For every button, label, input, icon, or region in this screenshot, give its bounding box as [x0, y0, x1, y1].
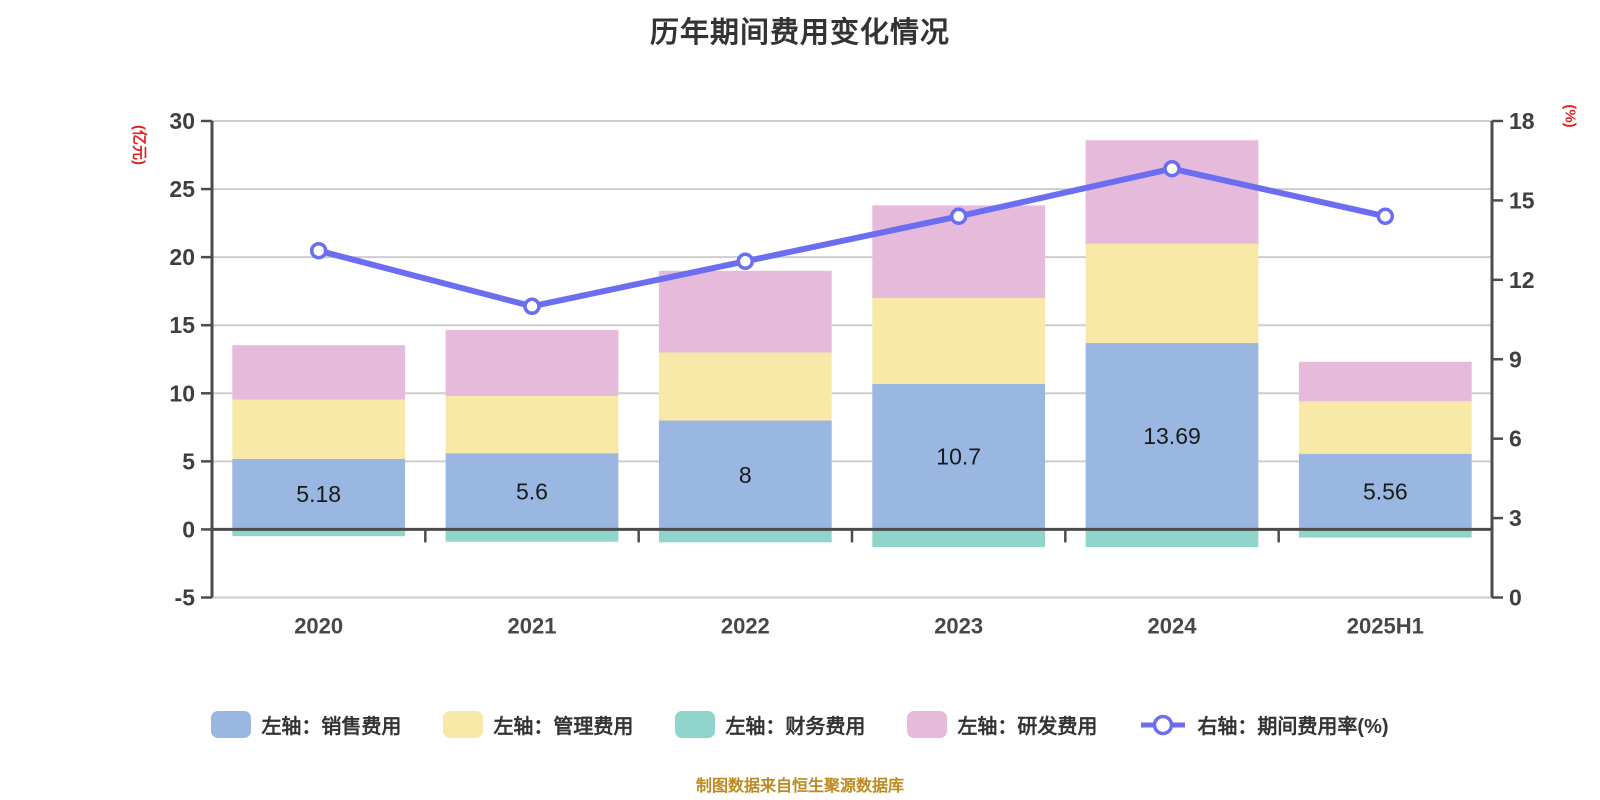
bar-segment: [232, 399, 406, 459]
right-axis-tick-label: 3: [1509, 505, 1522, 531]
bar-segment: [1298, 401, 1472, 454]
x-axis-category-label: 2022: [721, 614, 770, 639]
left-axis-tick-label: 15: [169, 312, 195, 338]
legend-label: 左轴：财务费用: [725, 716, 866, 738]
x-axis-category-label: 2025H1: [1347, 614, 1424, 639]
legend-swatch: [443, 711, 484, 738]
bar-segment: [445, 529, 619, 542]
rate-line-point: [1163, 159, 1181, 178]
rate-line: [315, 165, 1389, 310]
right-axis-tick-label: 15: [1509, 187, 1535, 213]
bar-value-label: 13.69: [1143, 423, 1201, 449]
bar-segment: [872, 383, 1046, 530]
bar-segment: [1085, 140, 1259, 244]
left-axis-tick-label: -5: [175, 585, 196, 611]
legend-swatch: [211, 711, 252, 738]
bar-segment: [445, 453, 619, 530]
legend-line-marker: [1141, 714, 1186, 735]
legend: 左轴：销售费用 左轴：管理费用 左轴：财务费用 左轴：研发费用 右轴：期间费用率(%): [0, 710, 1600, 739]
rate-line-point: [736, 252, 755, 271]
bar-segment: [1085, 343, 1259, 530]
bar-value-label: 8: [739, 462, 752, 488]
rate-line-point: [523, 297, 541, 316]
bar-segment: [658, 352, 832, 421]
left-axis-tick-label: 5: [182, 448, 195, 474]
right-axis-tick-label: 12: [1509, 267, 1535, 293]
data-source-note: 制图数据来自恒生聚源数据库: [695, 778, 904, 795]
bar-value-label: 10.7: [936, 444, 981, 470]
bar-segment: [1298, 361, 1472, 402]
bar-segment: [445, 330, 619, 396]
right-axis-tick-label: 6: [1509, 426, 1522, 452]
chart-title: 历年期间费用变化情况: [649, 17, 950, 49]
bar-segment: [232, 529, 406, 537]
left-axis-tick-label: 20: [169, 244, 195, 270]
bar-segment: [445, 396, 619, 454]
bar-segment: [232, 458, 406, 530]
legend-label: 右轴：期间费用率(%): [1197, 716, 1389, 738]
bar-segment: [1298, 529, 1472, 538]
bar-segment: [1085, 243, 1259, 344]
legend-item-0[interactable]: 左轴：销售费用: [211, 710, 401, 739]
bar-segment: [872, 529, 1046, 548]
legend-label: 左轴：管理费用: [493, 716, 634, 738]
bar-segment: [1085, 529, 1259, 548]
bar-value-label: 5.18: [296, 481, 341, 507]
rate-line-point: [949, 207, 968, 226]
rate-line-point: [309, 241, 328, 260]
x-axis-category-label: 2023: [934, 614, 983, 639]
x-axis-category-label: 2021: [508, 614, 557, 639]
bar-segment: [1298, 453, 1472, 530]
right-axis-tick-label: 0: [1509, 585, 1522, 611]
bar-segment: [658, 529, 832, 543]
legend-item-3[interactable]: 左轴：研发费用: [907, 710, 1097, 739]
legend-swatch: [907, 711, 948, 738]
legend-label: 左轴：销售费用: [261, 716, 402, 738]
left-axis-tick-label: 10: [169, 380, 195, 406]
x-axis-category-label: 2024: [1148, 614, 1198, 639]
right-axis-tick-label: 9: [1509, 346, 1522, 372]
bar-segment: [658, 270, 832, 353]
bar-value-label: 5.6: [516, 478, 548, 504]
rate-line-point: [1376, 207, 1395, 226]
bar-segment: [872, 298, 1046, 384]
legend-swatch: [675, 711, 716, 738]
right-axis-tick-label: 18: [1509, 108, 1535, 134]
left-axis-tick-label: 0: [182, 516, 195, 542]
legend-item-2[interactable]: 左轴：财务费用: [675, 710, 865, 739]
legend-label: 左轴：研发费用: [957, 716, 1098, 738]
x-axis-category-label: 2020: [294, 614, 343, 639]
left-axis-tick-label: 30: [169, 108, 195, 134]
bar-segment: [658, 420, 832, 530]
bar-value-label: 5.56: [1363, 479, 1408, 505]
left-axis-tick-label: 25: [169, 176, 195, 202]
legend-item-4[interactable]: 右轴：期间费用率(%): [1139, 710, 1389, 739]
bar-segment: [232, 345, 406, 400]
legend-item-1[interactable]: 左轴：管理费用: [443, 710, 633, 739]
